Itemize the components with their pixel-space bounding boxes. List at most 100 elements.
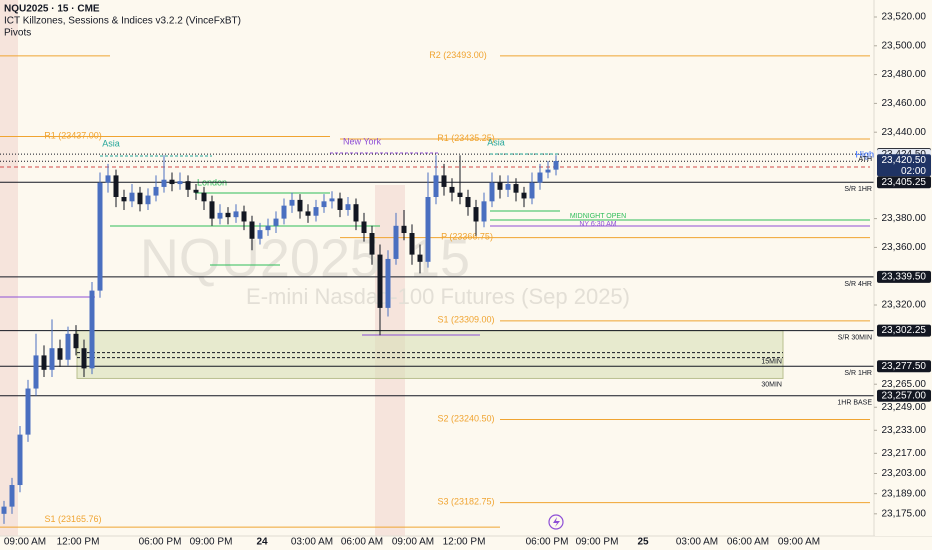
candle-body (505, 184, 511, 190)
candle-body (233, 211, 239, 218)
symbol-title: NQU2025 · 15 · CME (4, 4, 100, 15)
candle-body (321, 201, 327, 208)
candle-body (81, 348, 87, 369)
candle-body (401, 225, 407, 234)
candle-body (89, 290, 95, 369)
x-tick-label: 03:00 AM (676, 537, 718, 548)
candle-body (121, 197, 127, 202)
x-tick-label: 12:00 PM (443, 537, 486, 548)
candle-body (129, 192, 135, 202)
candle-body (265, 225, 271, 231)
session-label: New York (343, 136, 382, 146)
candle-body (33, 355, 39, 389)
x-tick-label: 06:00 AM (341, 537, 383, 548)
candle-body (153, 186, 159, 196)
zone-label: 15MIN (761, 358, 782, 365)
y-tick-label: 23,360.00 (882, 242, 927, 253)
y-tick-label: 23,249.00 (882, 402, 927, 413)
candle-body (201, 192, 207, 202)
candle-body (521, 192, 527, 199)
candle-body (313, 207, 319, 216)
level-label: 1HR BASE (837, 400, 872, 407)
candle-body (433, 175, 439, 198)
candle-body (185, 181, 191, 190)
price-axis (875, 0, 932, 536)
y-tick-label: 23,175.00 (882, 508, 927, 519)
candle-body (553, 161, 559, 170)
candle-body (169, 179, 175, 185)
candle-body (297, 199, 303, 212)
marker-label: NY 6:30 AM (579, 221, 616, 228)
price-badge-label: 23,302.25 (882, 325, 927, 336)
candle-body (545, 169, 551, 173)
candle-body (249, 221, 255, 239)
candle-body (497, 182, 503, 190)
candle-body (97, 182, 103, 291)
candle-body (281, 205, 287, 219)
candle-body (529, 182, 535, 199)
x-tick-label: 12:00 PM (57, 537, 100, 548)
price-badge (877, 360, 931, 373)
indicator-title: ICT Killzones, Sessions & Indices v3.2.2… (4, 16, 241, 27)
price-badge-label: 23,257.00 (882, 390, 927, 401)
y-tick-label: 23,189.00 (882, 488, 927, 499)
plot-area: 15MIN 30MIN R2 (23493.00) R1 (23437.00) R1 (… (0, 50, 874, 528)
pivot-label: R1 (23435.25) (437, 133, 495, 143)
watermark: E-mini Nasdaq-100 Futures (Sep 2025) (246, 284, 630, 309)
y-tick-label: 23,320.00 (882, 300, 927, 311)
candle-body (465, 197, 471, 208)
x-tick-label: 06:00 PM (139, 537, 182, 548)
last-name: ATH (859, 156, 872, 163)
y-tick-label: 23,460.00 (882, 98, 927, 109)
candle-body (137, 192, 143, 205)
y-tick-label: 23,233.00 (882, 425, 927, 436)
candle-body (457, 192, 463, 198)
level-label: S/R 4HR (844, 281, 872, 288)
x-tick-label: 09:00 AM (778, 537, 820, 548)
candle-body (161, 179, 167, 187)
x-tick-label: 25 (637, 537, 649, 548)
x-tick-label: 24 (256, 537, 268, 548)
level-label: S/R 1HR (844, 186, 872, 193)
candle-body (241, 211, 247, 222)
candle-body (289, 199, 295, 206)
watermark: NQU2025, 15 (140, 228, 470, 288)
candle-body (217, 212, 223, 219)
candle-body (385, 258, 391, 308)
candle-body (369, 233, 375, 255)
y-tick-label: 23,480.00 (882, 69, 927, 80)
y-tick-label: 23,440.00 (882, 127, 927, 138)
candle-body (345, 204, 351, 210)
candle-body (73, 333, 79, 349)
indicator-title: Pivots (4, 28, 31, 39)
pivot-label: S1 (23309.00) (437, 315, 494, 325)
candle-body (65, 333, 71, 360)
x-tick-label: 09:00 PM (576, 537, 619, 548)
candle-body (473, 207, 479, 222)
badge-name: High (855, 149, 874, 159)
pivot-label: S2 (23240.50) (437, 413, 494, 423)
zone-label: 30MIN (761, 381, 782, 388)
zone (76, 330, 784, 379)
candle-body (113, 175, 119, 198)
alert-icon[interactable] (548, 514, 564, 530)
x-tick-label: 03:00 AM (291, 537, 333, 548)
level-label: S/R 30MIN (838, 334, 872, 341)
session-label: Asia (102, 138, 120, 148)
candle-body (537, 172, 543, 183)
candle-body (145, 195, 151, 205)
candle-body (425, 197, 431, 262)
price-badge (877, 324, 931, 337)
candle-body (417, 254, 423, 262)
candle-body (209, 201, 215, 219)
last-price-badge (877, 154, 931, 177)
candle-body (441, 175, 447, 187)
price-badge-label: 23,339.50 (882, 272, 927, 283)
x-tick-label: 09:00 AM (4, 537, 46, 548)
candle-body (377, 254, 383, 308)
y-tick-label: 23,203.00 (882, 468, 927, 479)
candle-body (225, 212, 231, 218)
marker-label: MIDNIGHT OPEN (570, 213, 626, 220)
